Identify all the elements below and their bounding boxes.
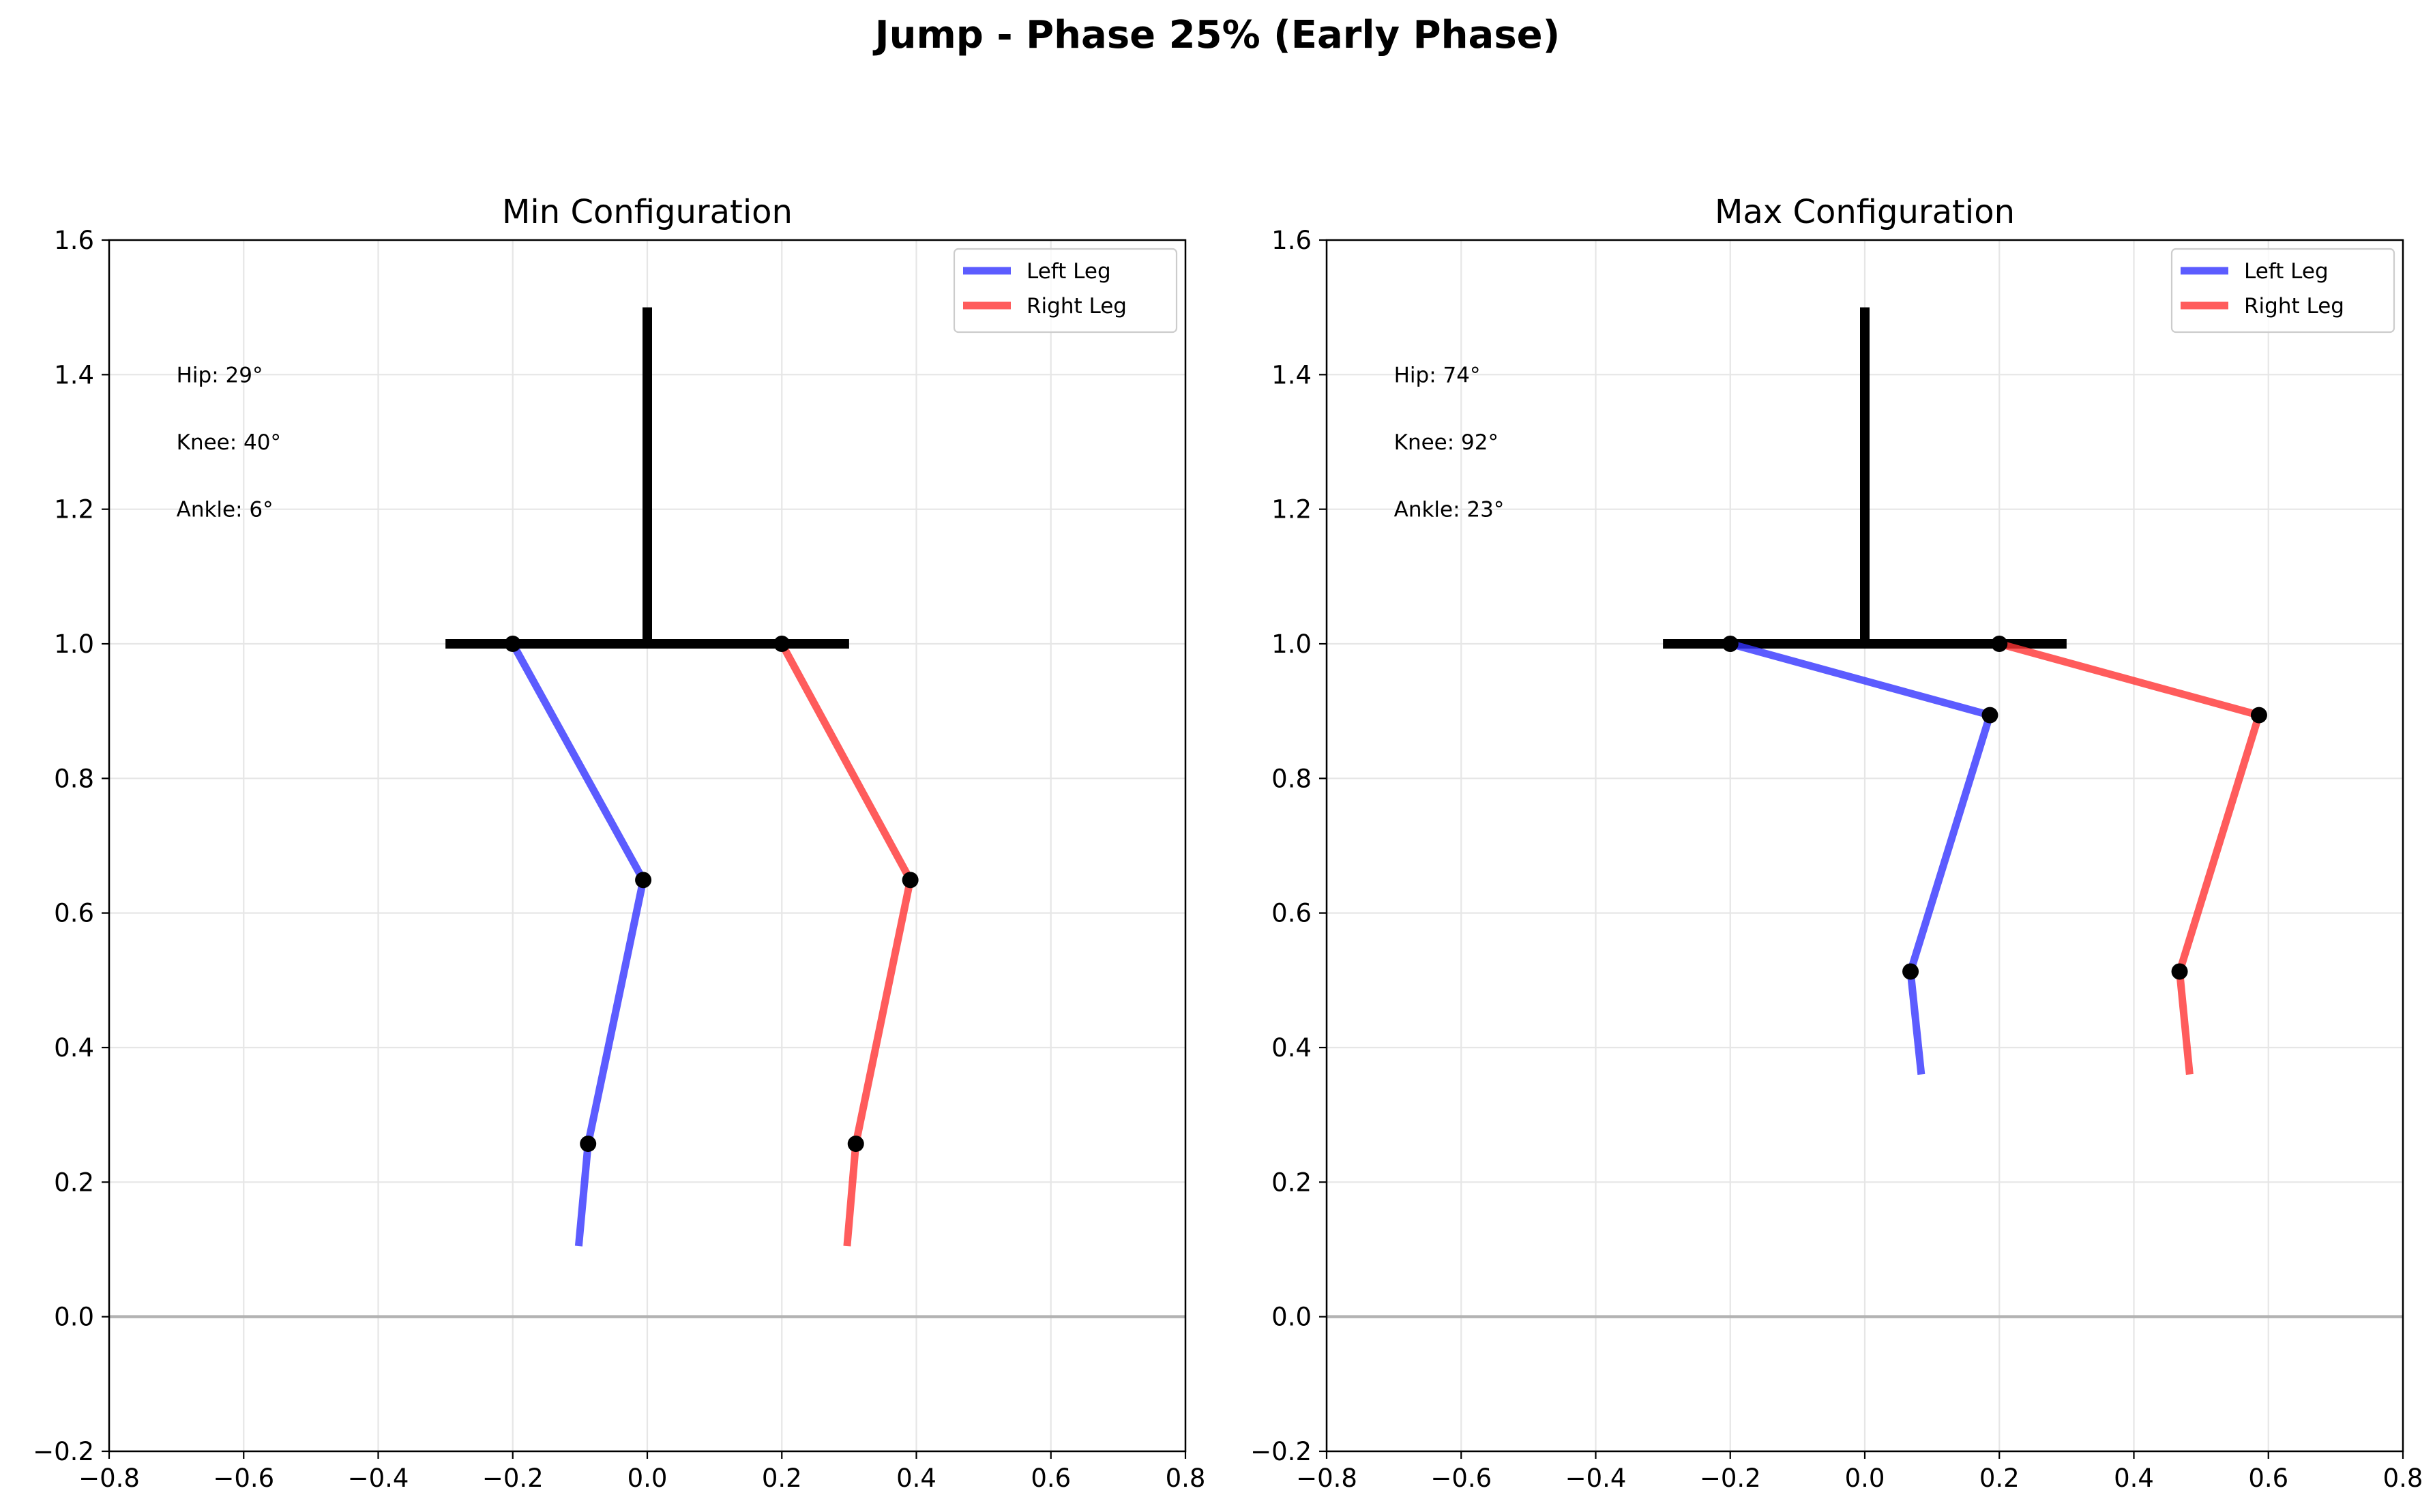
y-tick-label: 0.0 (1271, 1303, 1312, 1332)
knee-joint-marker (902, 872, 919, 889)
y-tick-label: 0.6 (1271, 899, 1312, 928)
y-tick-label: 1.6 (1271, 226, 1312, 255)
ticks: −0.8 −0.6 −0.4 −0.2 0.0 0.2 0.4 0.6 0.8 −0.2 0.0 0.… (33, 226, 1205, 1493)
joint-angle-annotation: Knee: 40° (177, 430, 281, 455)
ticks: −0.8 −0.6 −0.4 −0.2 0.0 0.2 0.4 0.6 0.8 −0.2 0.0 0.… (1250, 226, 2423, 1493)
x-tick-label: 0.0 (1845, 1464, 1885, 1493)
hip-joint-marker (504, 636, 521, 652)
figure-suptitle: Jump - Phase 25% (Early Phase) (872, 13, 1560, 57)
x-tick-label: −0.4 (1565, 1464, 1627, 1493)
y-tick-label: −0.2 (33, 1437, 94, 1466)
panel-min-configuration: Min Configuration −0.8 −0.6 −0.4 −0.2 0.0 0.2… (33, 193, 1205, 1493)
y-tick-label: 0.8 (54, 764, 94, 793)
y-tick-label: 0.4 (1271, 1033, 1312, 1063)
x-tick-label: −0.8 (78, 1464, 140, 1493)
x-tick-label: 0.4 (896, 1464, 936, 1493)
x-tick-label: 0.8 (2383, 1464, 2423, 1493)
joint-angle-annotation: Hip: 29° (177, 363, 263, 387)
legend: Left Leg Right Leg (2170, 248, 2395, 333)
x-tick-label: 0.2 (762, 1464, 802, 1493)
x-tick-label: −0.2 (482, 1464, 544, 1493)
joint-angle-annotation: Ankle: 23° (1394, 498, 1505, 522)
ankle-joint-marker (580, 1136, 597, 1153)
legend-label: Right Leg (2244, 294, 2344, 318)
x-tick-label: 0.8 (1166, 1464, 1206, 1493)
left-leg-line (509, 642, 647, 1247)
joint-angle-annotation: Hip: 74° (1394, 363, 1481, 387)
x-tick-label: −0.6 (213, 1464, 274, 1493)
y-tick-label: 0.8 (1271, 764, 1312, 793)
y-tick-label: 0.0 (54, 1303, 94, 1332)
hip-joint-marker (1722, 636, 1739, 652)
joint-angle-annotation: Ankle: 6° (177, 498, 274, 522)
knee-joint-marker (635, 872, 652, 889)
y-tick-label: 0.6 (54, 899, 94, 928)
y-tick-label: 1.0 (54, 629, 94, 659)
x-tick-label: 0.6 (1031, 1464, 1071, 1493)
joint-angle-annotation: Knee: 92° (1394, 430, 1499, 455)
panel-title: Max Configuration (1715, 193, 2015, 231)
x-tick-label: 0.6 (2248, 1464, 2288, 1493)
x-tick-label: −0.4 (348, 1464, 409, 1493)
y-tick-label: 0.2 (1271, 1168, 1312, 1197)
x-tick-label: 0.0 (628, 1464, 668, 1493)
knee-joint-marker (1981, 707, 1998, 724)
y-tick-label: 0.4 (54, 1033, 94, 1063)
y-tick-label: 1.2 (1271, 495, 1312, 524)
right-leg-line (1998, 640, 2264, 1076)
legend: Left Leg Right Leg (953, 248, 1178, 333)
x-tick-label: 0.4 (2114, 1464, 2154, 1493)
y-tick-label: 0.2 (54, 1168, 94, 1197)
legend-label: Left Leg (2244, 259, 2329, 284)
x-tick-label: −0.6 (1430, 1464, 1492, 1493)
hip-joint-marker (773, 636, 791, 652)
x-tick-label: −0.2 (1700, 1464, 1761, 1493)
x-tick-label: 0.2 (1979, 1464, 2020, 1493)
x-tick-label: −0.8 (1296, 1464, 1357, 1493)
knee-joint-marker (2250, 707, 2267, 724)
ankle-joint-marker (1902, 963, 1919, 980)
y-tick-label: 1.0 (1271, 629, 1312, 659)
y-tick-label: −0.2 (1250, 1437, 1312, 1466)
hip-joint-marker (1991, 636, 2008, 652)
y-tick-label: 1.6 (54, 226, 94, 255)
left-leg-line (1729, 640, 1995, 1076)
ankle-joint-marker (2171, 963, 2188, 980)
right-leg-line (778, 642, 915, 1247)
panel-title: Min Configuration (502, 193, 793, 231)
legend-label: Left Leg (1027, 259, 1111, 284)
y-tick-label: 1.2 (54, 495, 94, 524)
y-tick-label: 1.4 (54, 360, 94, 389)
legend-label: Right Leg (1027, 294, 1127, 318)
panel-max-configuration: Max Configuration −0.8 −0.6 −0.4 −0.2 0.0 0.2… (1250, 193, 2423, 1493)
y-tick-label: 1.4 (1271, 360, 1312, 389)
ankle-joint-marker (847, 1136, 864, 1153)
